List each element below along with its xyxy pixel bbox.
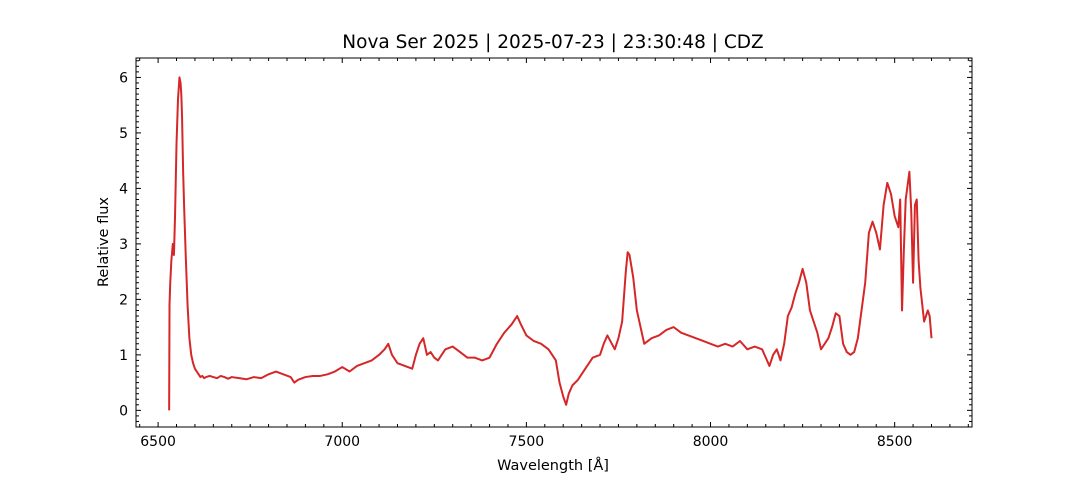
x-tick-label: 6500 <box>140 434 176 450</box>
y-tick-label: 2 <box>119 292 128 308</box>
chart-title: Nova Ser 2025 | 2025-07-23 | 23:30:48 | … <box>342 32 763 53</box>
x-axis-label: Wavelength [Å] <box>497 457 609 474</box>
y-axis-label: Relative flux <box>96 197 112 287</box>
x-tick-label: 8000 <box>693 434 729 450</box>
y-tick-label: 4 <box>119 181 128 197</box>
y-tick-label: 6 <box>119 70 128 86</box>
x-tick-label: 7500 <box>509 434 545 450</box>
y-tick-label: 0 <box>119 403 128 419</box>
x-tick-label: 8500 <box>877 434 913 450</box>
y-tick-label: 5 <box>119 126 128 142</box>
x-tick-label: 7000 <box>324 434 360 450</box>
series-line-0 <box>168 76 933 411</box>
axes-frame <box>135 57 973 428</box>
y-tick-label: 3 <box>119 237 128 253</box>
plot-area: 6500 7000 7500 8000 8500 0 1 2 3 4 5 6 <box>119 57 973 450</box>
y-tick-label: 1 <box>119 348 128 364</box>
